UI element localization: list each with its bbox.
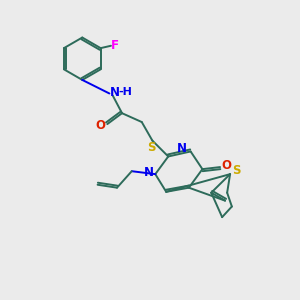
Text: O: O [222, 159, 232, 172]
Text: F: F [111, 39, 119, 52]
Text: N: N [177, 142, 187, 155]
Text: O: O [96, 119, 106, 132]
Text: -H: -H [118, 87, 133, 97]
Text: N: N [144, 166, 154, 179]
Text: S: S [232, 164, 241, 177]
Text: N: N [110, 86, 120, 99]
Text: S: S [148, 141, 156, 154]
